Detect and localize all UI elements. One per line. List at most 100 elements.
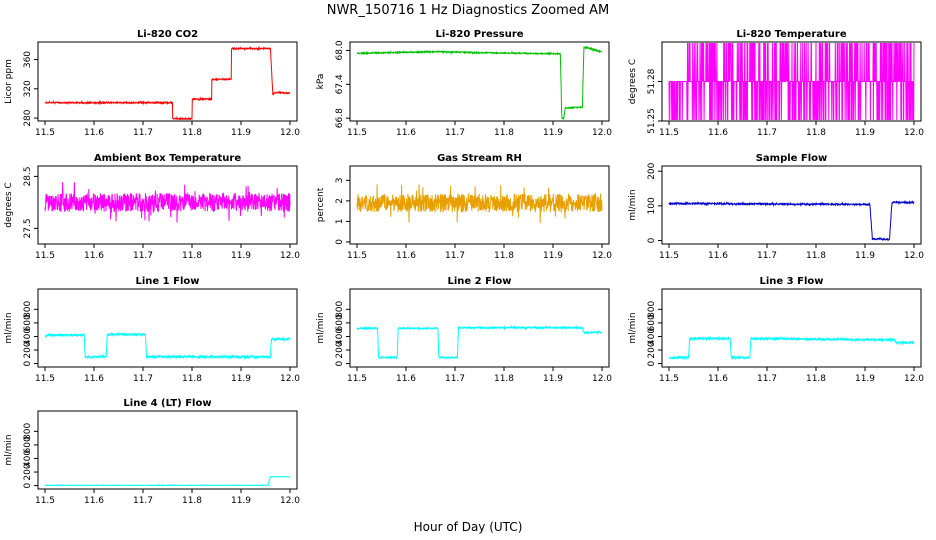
y-tick-label: 28.5 <box>23 166 33 186</box>
x-tick-label: 11.5 <box>35 374 55 384</box>
y-tick-label: 3 <box>335 178 345 184</box>
x-tick-label: 11.7 <box>133 251 153 261</box>
x-tick-label: 12.0 <box>904 128 924 138</box>
panel-title: Line 1 Flow <box>136 276 200 287</box>
x-tick-label: 11.6 <box>84 251 104 261</box>
y-tick-label: 360 <box>23 51 33 68</box>
x-tick-label: 12.0 <box>592 374 612 384</box>
series-line <box>356 184 603 224</box>
y-tick-label: 400 <box>23 328 33 345</box>
x-tick-label: 11.9 <box>231 374 251 384</box>
plot-frame <box>349 41 610 122</box>
x-tick-label: 11.5 <box>35 128 55 138</box>
x-tick-label: 11.9 <box>543 374 563 384</box>
y-axis-label: ml/min <box>628 189 638 220</box>
panel-9: Line 4 (LT) Flow ml/min 11.5 11.6 11.7 11.8 11… <box>4 398 300 506</box>
x-tick-label: 11.6 <box>84 128 104 138</box>
panel-5: Sample Flow ml/min 11.5 11.6 11.7 11.8 11.9 12.… <box>628 153 924 261</box>
y-tick-label: 400 <box>335 328 345 345</box>
y-tick-label: 800 <box>647 300 657 317</box>
panel-title: Line 2 Flow <box>448 276 512 287</box>
y-tick-label: 600 <box>23 314 33 331</box>
x-tick-label: 11.6 <box>84 496 104 506</box>
y-axis-label: ml/min <box>4 312 14 343</box>
panel-title: Sample Flow <box>756 153 828 164</box>
x-tick-label: 11.8 <box>182 128 202 138</box>
x-tick-label: 11.8 <box>806 374 826 384</box>
panel-title: Line 3 Flow <box>760 276 824 287</box>
x-tick-label: 11.5 <box>659 128 679 138</box>
x-tick-label: 11.6 <box>396 374 416 384</box>
x-tick-label: 11.7 <box>445 251 465 261</box>
y-tick-label: 200 <box>23 341 33 358</box>
x-tick-label: 11.7 <box>445 128 465 138</box>
x-tick-label: 11.9 <box>231 128 251 138</box>
y-tick-label: 51.25 <box>647 108 657 134</box>
plot-frame <box>349 288 610 368</box>
y-tick-label: 320 <box>23 80 33 97</box>
y-tick-label: 1 <box>335 219 345 225</box>
plot-frame <box>37 410 298 490</box>
panel-4: Gas Stream RH percent 11.5 11.6 11.7 11.8 11.9… <box>316 153 612 261</box>
y-axis-label: Licor ppm <box>4 59 14 104</box>
plot-frame <box>37 165 298 245</box>
x-tick-label: 11.8 <box>494 374 514 384</box>
y-tick-label: 0 <box>23 360 33 366</box>
y-tick-label: 600 <box>335 314 345 331</box>
x-tick-label: 11.5 <box>659 374 679 384</box>
x-tick-label: 11.9 <box>855 128 875 138</box>
x-tick-label: 12.0 <box>280 128 300 138</box>
x-tick-label: 11.5 <box>347 251 367 261</box>
x-tick-label: 11.7 <box>445 374 465 384</box>
x-tick-label: 11.9 <box>231 251 251 261</box>
plot-frame <box>661 165 922 245</box>
y-axis-label: degrees C <box>628 59 638 104</box>
panel-grid: Li-820 CO2 Licor ppm 11.5 11.6 11.7 11.8 11.9 1… <box>4 29 924 506</box>
plot-frame <box>661 288 922 368</box>
series-line <box>356 45 603 120</box>
y-tick-label: 2 <box>335 198 345 204</box>
y-tick-label: 600 <box>647 314 657 331</box>
series-line <box>668 335 915 361</box>
x-tick-label: 11.5 <box>347 374 367 384</box>
y-axis-label: ml/min <box>4 434 14 465</box>
series-line <box>44 331 291 360</box>
x-tick-label: 11.8 <box>182 374 202 384</box>
x-tick-label: 11.7 <box>757 128 777 138</box>
x-tick-label: 11.6 <box>396 128 416 138</box>
x-tick-label: 12.0 <box>280 251 300 261</box>
series-line <box>668 43 915 120</box>
y-axis-label: degrees C <box>4 182 14 227</box>
x-tick-label: 11.9 <box>543 251 563 261</box>
y-tick-label: 27.5 <box>23 218 33 238</box>
y-axis-label: kPa <box>316 74 326 90</box>
y-axis-label: ml/min <box>628 312 638 343</box>
panel-title: Li-820 Pressure <box>435 29 523 40</box>
panel-title: Gas Stream RH <box>437 153 522 164</box>
x-tick-label: 11.7 <box>133 374 153 384</box>
x-tick-label: 11.7 <box>757 374 777 384</box>
plot-frame <box>349 165 610 245</box>
plot-frame <box>37 41 298 122</box>
x-tick-label: 11.8 <box>182 251 202 261</box>
y-tick-label: 800 <box>23 422 33 439</box>
panel-8: Line 3 Flow ml/min 11.5 11.6 11.7 11.8 11.9 12.… <box>628 276 924 384</box>
x-tick-label: 11.8 <box>806 251 826 261</box>
panel-title: Li-820 Temperature <box>736 29 846 40</box>
y-tick-label: 400 <box>647 328 657 345</box>
y-tick-label: 0 <box>23 482 33 488</box>
series-line <box>44 182 291 223</box>
x-tick-label: 11.5 <box>347 128 367 138</box>
y-tick-label: 0 <box>335 239 345 245</box>
y-tick-label: 800 <box>23 300 33 317</box>
y-tick-label: 66.8 <box>335 108 345 128</box>
y-tick-label: 200 <box>335 341 345 358</box>
y-tick-label: 200 <box>23 463 33 480</box>
series-line <box>668 200 915 242</box>
x-tick-label: 11.6 <box>396 251 416 261</box>
y-tick-label: 200 <box>647 162 657 179</box>
y-tick-label: 68.0 <box>335 40 345 60</box>
x-tick-label: 11.8 <box>806 128 826 138</box>
y-axis-label: percent <box>316 187 326 222</box>
x-tick-label: 11.8 <box>494 251 514 261</box>
